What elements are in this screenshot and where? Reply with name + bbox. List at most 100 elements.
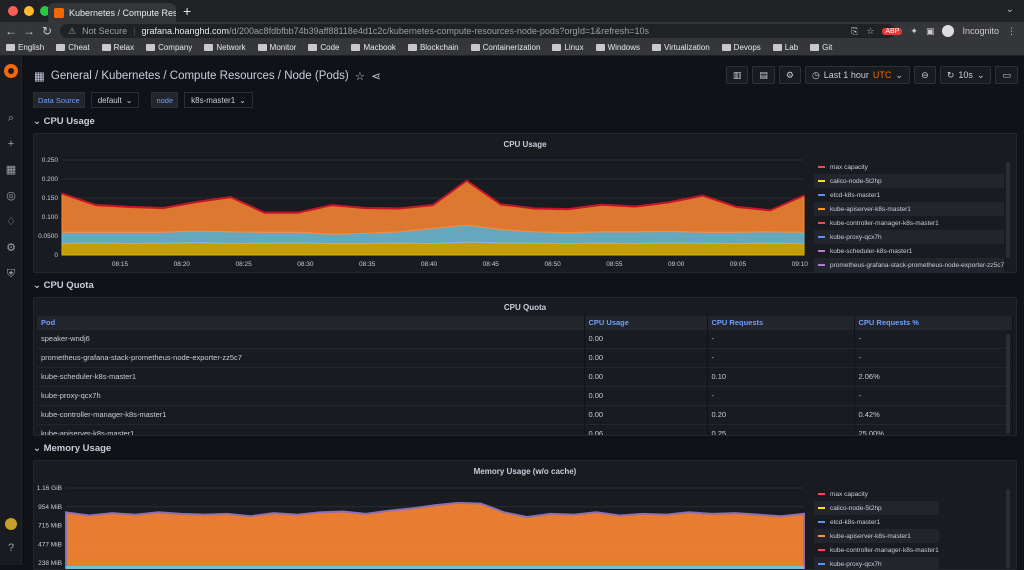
memory-usage-chart[interactable]: 1.16 GiB 954 MiB 715 MiB 477 MiB 238 MiB (34, 461, 814, 570)
legend-item[interactable]: max capacity (814, 160, 1004, 174)
help-icon[interactable]: ? (7, 542, 15, 554)
url-host: grafana.hoanghd.com (141, 26, 230, 36)
save-dashboard-button[interactable]: ▤ (752, 66, 775, 84)
legend-swatch (818, 562, 825, 566)
bookmark-folder-lab[interactable]: Lab (772, 43, 798, 52)
close-window-button[interactable] (8, 6, 18, 16)
warning-icon: ⚠ (68, 25, 77, 36)
x-tick-label: 09:00 (668, 261, 685, 268)
folder-icon (6, 44, 15, 51)
zoom-out-button[interactable]: ⊖ (913, 66, 936, 84)
legend-item[interactable]: kube-proxy-qcx7h (814, 230, 1005, 244)
browser-tab[interactable]: Kubernetes / Compute Resou × (48, 3, 176, 22)
legend-item[interactable]: calico-node-5t2hp (814, 174, 1005, 188)
back-arrow-icon[interactable]: ← (5, 24, 17, 38)
column-header[interactable]: Pod (37, 316, 585, 329)
cpu-usage-chart[interactable]: 0.250 0.200 0.150 0.100 0.0500 0 08:15 08:20 08:… (34, 134, 814, 273)
bookmark-folder-network[interactable]: Network (204, 43, 246, 52)
zoom-window-button[interactable] (40, 6, 50, 16)
row-cpu-usage[interactable]: ⌄ CPU Usage (33, 116, 95, 127)
incognito-avatar-icon[interactable] (942, 25, 955, 37)
legend-swatch (818, 534, 825, 538)
sidebar-toggle-icon[interactable]: ▣ (925, 25, 935, 36)
dashboard-settings-button[interactable]: ⚙ (778, 66, 801, 84)
plus-icon[interactable]: + (7, 138, 15, 150)
chevron-down-icon: ⌄ (239, 95, 246, 105)
bookmark-folder-blockchain[interactable]: Blockchain (407, 43, 459, 52)
legend-item[interactable]: prometheus-grafana-stack-prometheus-node… (814, 258, 1005, 272)
node-select[interactable]: k8s-master1 ⌄ (184, 92, 253, 108)
new-tab-button[interactable]: + (183, 3, 192, 19)
bookmark-label: Virtualization (664, 43, 710, 52)
breadcrumb[interactable]: General / Kubernetes / Compute Resources… (50, 70, 349, 82)
row-cpu-quota[interactable]: ⌄ CPU Quota (33, 280, 94, 291)
bookmark-folder-virtualization[interactable]: Virtualization (652, 43, 710, 52)
bookmark-folder-english[interactable]: English (6, 43, 44, 52)
bookmark-folder-linux[interactable]: Linux (552, 43, 584, 52)
alerting-bell-icon[interactable]: ♢ (6, 216, 16, 228)
extensions-puzzle-icon[interactable]: ✦ (910, 25, 918, 36)
bookmark-label: Company (158, 43, 193, 52)
star-icon[interactable]: ☆ (354, 71, 366, 83)
dashboards-grid-icon[interactable]: ▦ (5, 164, 17, 176)
address-bar[interactable]: ⚠ Not Secure | grafana.hoanghd.com/d/200… (60, 24, 895, 38)
y-tick-label: 715 MiB (38, 523, 62, 530)
refresh-picker-button[interactable]: ↻ 10s ⌄ (939, 66, 992, 84)
datasource-select[interactable]: default ⌄ (90, 92, 140, 108)
configuration-gear-icon[interactable]: ⚙ (6, 242, 16, 254)
table-cell: - (854, 328, 1013, 348)
explore-compass-icon[interactable]: ◎ (6, 190, 16, 202)
legend-item[interactable]: kube-controller-manager-k8s-master1 (814, 543, 939, 557)
legend-item[interactable]: kube-apiserver-k8s-master1 (814, 202, 1005, 216)
bookmark-folder-relax[interactable]: Relax (101, 43, 134, 52)
reload-icon[interactable]: ↻ (41, 24, 53, 38)
search-icon[interactable]: ⌕ (7, 112, 15, 124)
add-panel-button[interactable]: ▥ (725, 66, 749, 84)
tv-mode-button[interactable]: ▭ (995, 66, 1018, 84)
profile-label[interactable]: Incognito (962, 26, 999, 36)
bookmark-folder-code[interactable]: Code (308, 43, 339, 52)
y-tick-label: 0.200 (42, 176, 59, 183)
column-header[interactable]: CPU Usage (584, 316, 708, 329)
legend-label: kube-controller-manager-k8s-master1 (830, 546, 939, 554)
bookmark-folder-monitor[interactable]: Monitor (257, 43, 296, 52)
column-header[interactable]: CPU Requests (707, 316, 855, 329)
tab-search-chevron-icon[interactable]: ⌄ (1005, 4, 1014, 15)
bookmark-folder-cheat[interactable]: Cheat (56, 43, 90, 52)
browser-menu-icon[interactable]: ⋮ (1007, 25, 1016, 36)
bookmark-folder-company[interactable]: Company (146, 43, 192, 52)
legend-scrollbar[interactable] (1006, 489, 1010, 569)
legend-item[interactable]: etcd-k8s-master1 (814, 515, 939, 529)
forward-arrow-icon[interactable]: → (23, 24, 35, 38)
bookmark-folder-git[interactable]: Git (810, 43, 832, 52)
legend-item[interactable]: etcd-k8s-master1 (814, 188, 1004, 202)
table-scrollbar[interactable] (1006, 334, 1010, 434)
legend-label: kube-apiserver-k8s-master1 (830, 205, 911, 213)
bookmark-folder-devops[interactable]: Devops (721, 43, 761, 52)
adblock-extension-icon[interactable]: ABP (882, 27, 903, 35)
minimize-window-button[interactable] (24, 6, 34, 16)
user-avatar-icon[interactable] (5, 518, 17, 530)
bookmark-folder-containerization[interactable]: Containerization (470, 43, 540, 52)
server-admin-shield-icon[interactable]: ⛨ (6, 268, 16, 280)
share-icon[interactable]: ⋖ (371, 71, 381, 83)
table-cell: kube-scheduler-k8s-master1 (37, 366, 585, 386)
legend-scrollbar[interactable] (1006, 162, 1010, 258)
bookmark-folder-macbook[interactable]: Macbook (351, 43, 396, 52)
legend-item[interactable]: max capacity (814, 487, 939, 501)
column-header[interactable]: CPU Requests % (854, 316, 1013, 329)
legend-item[interactable]: calico-node-5t2hp (814, 501, 939, 515)
table-row: speaker-wndj6 0.00- - (37, 328, 1013, 348)
legend-label: max capacity (830, 163, 868, 171)
row-memory-usage[interactable]: ⌄ Memory Usage (33, 443, 111, 454)
legend-item[interactable]: kube-controller-manager-k8s-master1 (814, 216, 1004, 230)
legend-item[interactable]: kube-apiserver-k8s-master1 (814, 529, 939, 543)
time-range-label: Last 1 hour (823, 70, 869, 80)
translate-icon[interactable]: ⎘ (851, 25, 859, 36)
grafana-logo-icon[interactable] (4, 64, 18, 78)
time-picker-button[interactable]: ◷ Last 1 hour UTC ⌄ (804, 66, 910, 84)
legend-item[interactable]: kube-scheduler-k8s-master1 (814, 244, 1004, 258)
legend-item[interactable]: kube-proxy-qcx7h (814, 557, 939, 569)
bookmark-folder-windows[interactable]: Windows (595, 43, 640, 52)
bookmark-star-icon[interactable]: ☆ (866, 25, 875, 36)
